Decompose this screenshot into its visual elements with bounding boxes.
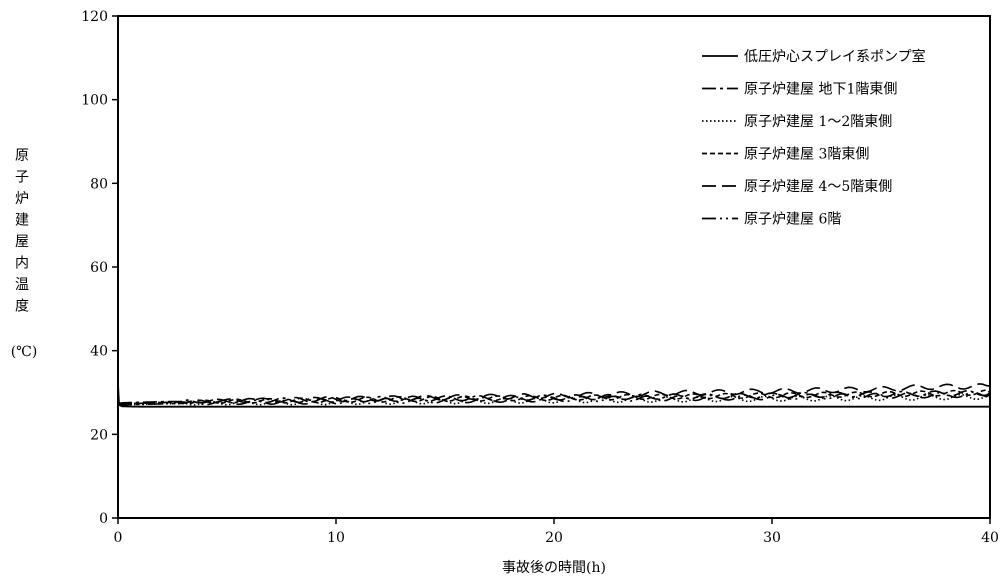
x-axis-title: 事故後の時間(h) <box>502 560 606 576</box>
series-group <box>117 383 991 408</box>
y-tick-label: 60 <box>90 260 108 276</box>
legend-label: 原子炉建屋 6階 <box>744 212 841 228</box>
y-axis-title-char: 内 <box>15 256 29 272</box>
y-axis-title-char: 度 <box>15 299 29 315</box>
x-tick-label: 30 <box>763 530 781 546</box>
series-line <box>117 389 991 405</box>
legend-label: 原子炉建屋 地下1階東側 <box>744 82 897 98</box>
y-tick-label: 20 <box>90 427 108 443</box>
x-tick-label: 20 <box>545 530 563 546</box>
legend-label: 原子炉建屋 1～2階東側 <box>744 114 892 130</box>
y-tick-label: 40 <box>90 344 108 360</box>
y-axis-title-char: 温 <box>15 277 29 293</box>
series-line <box>117 393 991 406</box>
legend-label: 原子炉建屋 3階東側 <box>744 147 869 163</box>
y-axis-title-char: 屋 <box>15 234 29 250</box>
y-tick-label: 80 <box>90 176 108 192</box>
series-line <box>117 384 990 408</box>
series-line <box>117 391 991 406</box>
y-axis-title-char: 建 <box>15 213 29 229</box>
x-tick-label: 40 <box>981 530 999 546</box>
y-tick-label: 0 <box>99 511 108 527</box>
legend-label: 原子炉建屋 4～5階東側 <box>744 179 892 195</box>
axes: 0 20 40 60 80 100 120 0 10 20 30 40 事故後の時間(h) 原子炉建屋内温… <box>11 9 999 576</box>
x-tick-label: 10 <box>327 530 345 546</box>
y-axis-unit: (℃) <box>11 344 38 360</box>
y-tick-label: 120 <box>81 9 108 25</box>
y-axis-title-char: 子 <box>15 170 29 186</box>
x-tick-label: 0 <box>114 530 123 546</box>
legend-label: 低圧炉心スプレイ系ポンプ室 <box>744 48 926 65</box>
series-line <box>117 383 991 405</box>
y-tick-label: 100 <box>81 93 108 109</box>
y-axis-title-char: 炉 <box>15 191 29 207</box>
y-axis-title-char: 原 <box>15 148 29 164</box>
